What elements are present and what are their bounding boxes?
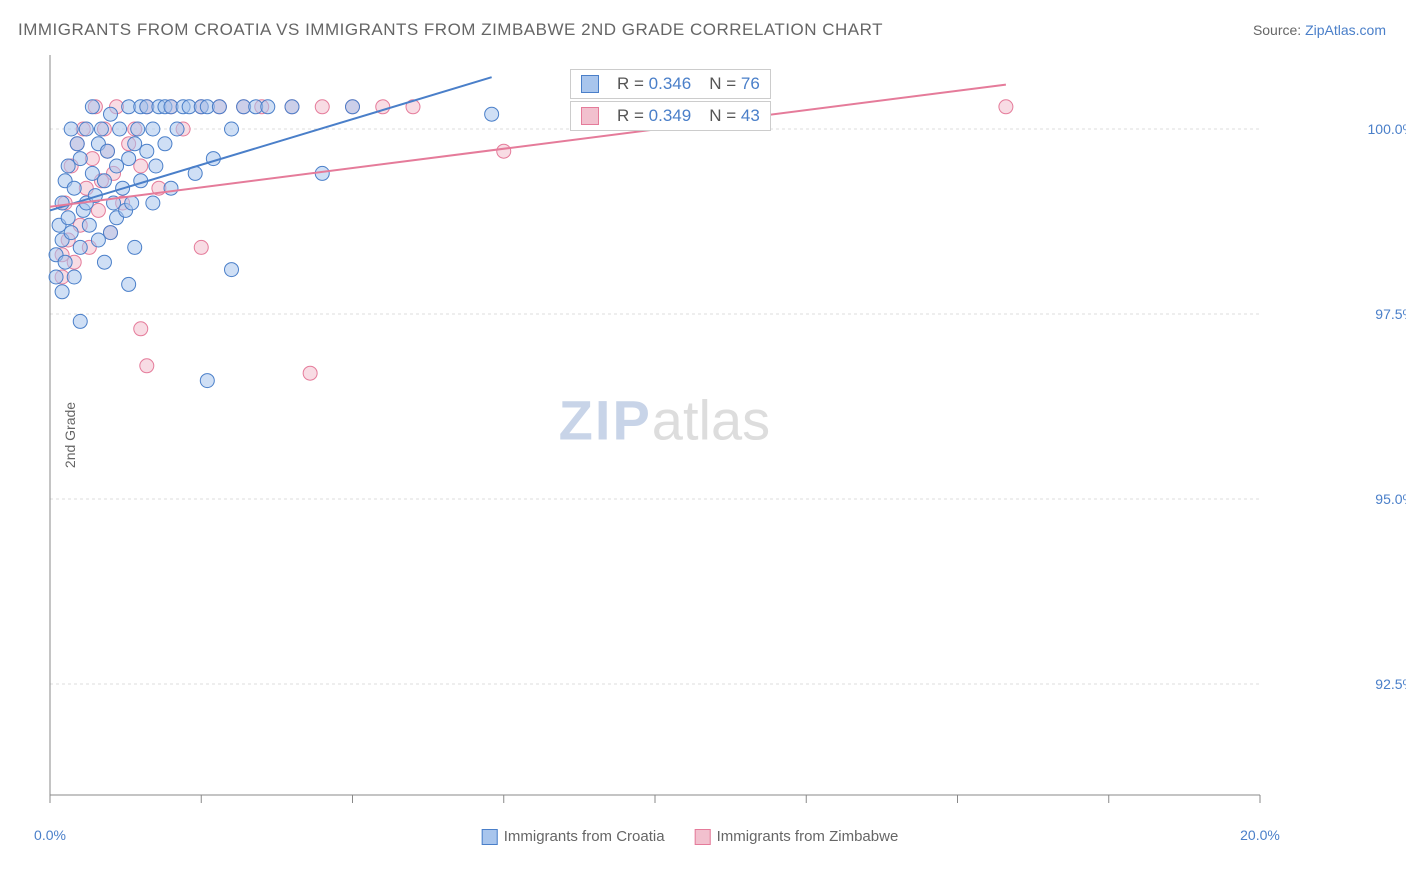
y-tick-label: 95.0% <box>1375 491 1406 507</box>
data-point <box>128 240 142 254</box>
legend-item: Immigrants from Croatia <box>482 828 665 845</box>
data-point <box>999 100 1013 114</box>
data-point <box>164 181 178 195</box>
data-point <box>134 322 148 336</box>
data-point <box>225 263 239 277</box>
legend-bottom: Immigrants from Croatia Immigrants from Z… <box>482 828 899 845</box>
data-point <box>104 107 118 121</box>
stat-n: N = 43 <box>709 106 760 126</box>
data-point <box>67 181 81 195</box>
data-point <box>91 203 105 217</box>
data-point <box>131 122 145 136</box>
data-point <box>128 137 142 151</box>
x-tick-label: 0.0% <box>34 827 66 843</box>
data-point <box>97 174 111 188</box>
data-point <box>110 159 124 173</box>
data-point <box>225 122 239 136</box>
stat-r: R = 0.346 <box>617 74 691 94</box>
source-link[interactable]: ZipAtlas.com <box>1305 22 1386 38</box>
legend-swatch <box>695 829 711 845</box>
data-point <box>146 196 160 210</box>
data-point <box>125 196 139 210</box>
data-point <box>73 314 87 328</box>
data-point <box>261 100 275 114</box>
data-point <box>170 122 184 136</box>
legend-label: Immigrants from Croatia <box>504 828 665 845</box>
data-point <box>79 122 93 136</box>
data-point <box>303 366 317 380</box>
data-point <box>497 144 511 158</box>
data-point <box>134 159 148 173</box>
data-point <box>97 255 111 269</box>
data-point <box>85 166 99 180</box>
data-point <box>73 240 87 254</box>
data-point <box>146 122 160 136</box>
stat-swatch <box>581 107 599 125</box>
chart-area: 2nd Grade ZIPatlas 92.5%95.0%97.5%100.0%… <box>50 55 1330 815</box>
chart-svg <box>50 55 1330 815</box>
data-point <box>61 159 75 173</box>
source-label: Source: <box>1253 22 1305 38</box>
data-point <box>55 285 69 299</box>
stat-n: N = 76 <box>709 74 760 94</box>
legend-label: Immigrants from Zimbabwe <box>717 828 899 845</box>
data-point <box>200 374 214 388</box>
data-point <box>140 144 154 158</box>
data-point <box>91 233 105 247</box>
y-tick-label: 97.5% <box>1375 306 1406 322</box>
data-point <box>194 240 208 254</box>
data-point <box>82 218 96 232</box>
data-point <box>100 144 114 158</box>
data-point <box>122 277 136 291</box>
chart-title: IMMIGRANTS FROM CROATIA VS IMMIGRANTS FR… <box>18 20 883 40</box>
data-point <box>122 152 136 166</box>
data-point <box>485 107 499 121</box>
y-tick-label: 100.0% <box>1368 121 1406 137</box>
legend-item: Immigrants from Zimbabwe <box>695 828 899 845</box>
data-point <box>85 100 99 114</box>
data-point <box>113 122 127 136</box>
data-point <box>64 122 78 136</box>
x-tick-label: 20.0% <box>1240 827 1280 843</box>
data-point <box>285 100 299 114</box>
data-point <box>73 152 87 166</box>
data-point <box>149 159 163 173</box>
data-point <box>212 100 226 114</box>
data-point <box>58 255 72 269</box>
data-point <box>49 270 63 284</box>
data-point <box>64 226 78 240</box>
data-point <box>158 137 172 151</box>
data-point <box>61 211 75 225</box>
trend-line <box>50 77 492 210</box>
data-point <box>104 226 118 240</box>
stat-box: R = 0.349 N = 43 <box>570 101 771 131</box>
stat-swatch <box>581 75 599 93</box>
data-point <box>67 270 81 284</box>
source-attribution: Source: ZipAtlas.com <box>1253 22 1386 38</box>
stat-r: R = 0.349 <box>617 106 691 126</box>
legend-swatch <box>482 829 498 845</box>
data-point <box>140 359 154 373</box>
y-tick-label: 92.5% <box>1375 676 1406 692</box>
stat-box: R = 0.346 N = 76 <box>570 69 771 99</box>
data-point <box>346 100 360 114</box>
data-point <box>315 100 329 114</box>
data-point <box>70 137 84 151</box>
data-point <box>94 122 108 136</box>
